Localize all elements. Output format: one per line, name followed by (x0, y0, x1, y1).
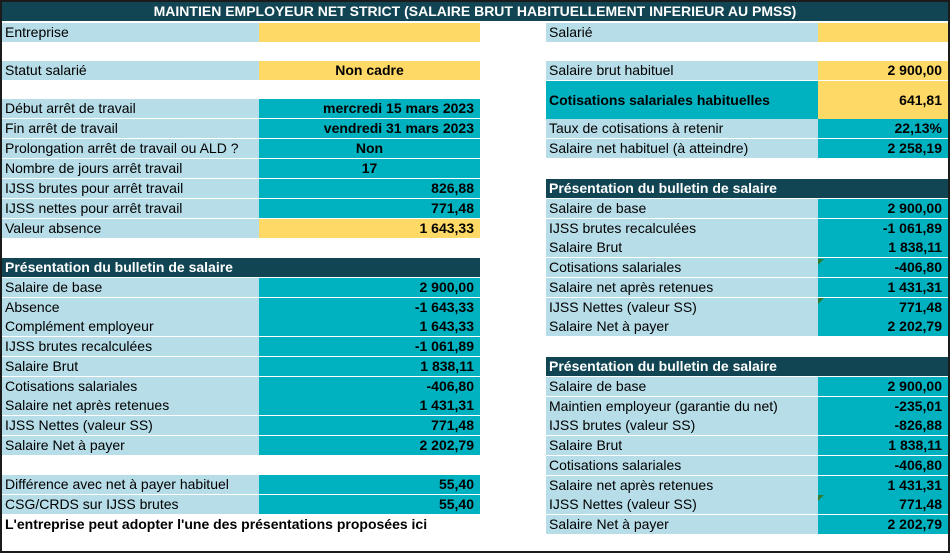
ijss-brutes-label: IJSS brutes pour arrêt travail (2, 179, 259, 198)
valeur-absence-value-cell[interactable]: 1 643,33 (259, 219, 480, 238)
table-row-label: Salaire Brut (2, 356, 259, 376)
table-row-value[interactable]: 1 431,31 (818, 475, 948, 495)
table-row-label: Cotisations salariales (546, 455, 818, 475)
prolongation-value-cell[interactable]: Non (259, 139, 480, 158)
statut-label: Statut salarié (2, 61, 259, 80)
brut-habituel-label: Salaire brut habituel (546, 61, 818, 80)
nb-jours-value-cell[interactable]: 17 (259, 159, 480, 178)
taux-label: Taux de cotisations à retenir (546, 119, 818, 138)
entreprise-input-cell[interactable] (259, 23, 480, 42)
ijss-nettes-value-cell[interactable]: 771,48 (259, 199, 480, 218)
table-row-label: Salaire net après retenues (546, 475, 818, 495)
table-row-value[interactable]: -235,01 (818, 396, 948, 416)
table-row-label: IJSS Nettes (valeur SS) (546, 495, 818, 515)
table-row-value[interactable]: -406,80 (259, 376, 480, 396)
table-row-value[interactable]: 2 202,79 (259, 435, 480, 455)
table-row-value[interactable]: 2 202,79 (818, 514, 948, 534)
nb-jours-label: Nombre de jours arrêt travail (2, 159, 259, 178)
ijss-nettes-label: IJSS nettes pour arrêt travail (2, 199, 259, 218)
table-row-label: Maintien employeur (garantie du net) (546, 396, 818, 416)
right-bulletin2-header: Présentation du bulletin de salaire (546, 357, 948, 376)
left-bulletin-header: Présentation du bulletin de salaire (2, 258, 480, 277)
comment-marker-icon (818, 259, 824, 265)
taux-value-cell[interactable]: 22,13% (818, 119, 948, 138)
table-row-label: Salaire Net à payer (546, 317, 818, 337)
table-row-label: IJSS brutes recalculées (2, 337, 259, 357)
table-row-label: IJSS brutes recalculées (546, 218, 818, 238)
table-row-label: IJSS Nettes (valeur SS) (2, 415, 259, 435)
salarie-input-cell[interactable] (818, 23, 948, 42)
table-row-label: Complément employeur (2, 317, 259, 337)
table-row-value[interactable]: -1 061,89 (259, 337, 480, 357)
table-row-value[interactable]: 771,48 (259, 415, 480, 435)
table-row-label: Absence (2, 297, 259, 317)
table-row-value[interactable]: 2 900,00 (818, 377, 948, 396)
fin-label: Fin arrêt de travail (2, 119, 259, 138)
table-row-value[interactable]: 2 900,00 (818, 199, 948, 218)
salarie-label: Salarié (546, 23, 818, 42)
prolongation-label: Prolongation arrêt de travail ou ALD ? (2, 139, 259, 158)
table-row-value[interactable]: 1 838,11 (818, 238, 948, 258)
table-row-value[interactable]: 1 838,11 (259, 356, 480, 376)
table-row-label: Salaire Net à payer (2, 435, 259, 455)
csg-label: CSG/CRDS sur IJSS brutes (2, 495, 259, 514)
table-row-label: IJSS Nettes (valeur SS) (546, 297, 818, 317)
table-row-label: Cotisations salariales (546, 258, 818, 278)
difference-label: Différence avec net à payer habituel (2, 475, 259, 494)
cotis-hab-value-cell[interactable]: 641,81 (818, 81, 948, 119)
table-row-value[interactable]: 2 202,79 (818, 317, 948, 337)
table-row-value[interactable]: 2 900,00 (259, 278, 480, 297)
fin-value-cell[interactable]: vendredi 31 mars 2023 (259, 119, 480, 138)
table-row-value[interactable]: 1 643,33 (259, 317, 480, 337)
table-row-value[interactable]: -406,80 (818, 455, 948, 475)
debut-label: Début arrêt de travail (2, 99, 259, 118)
footnote: L'entreprise peut adopter l'une des prés… (5, 516, 428, 532)
table-row-label: Salaire de base (546, 199, 818, 218)
entreprise-label: Entreprise (2, 23, 259, 42)
table-row-label: Salaire Net à payer (546, 514, 818, 534)
cotis-hab-label: Cotisations salariales habituelles (546, 81, 818, 119)
debut-value-cell[interactable]: mercredi 15 mars 2023 (259, 99, 480, 118)
statut-value-cell[interactable]: Non cadre (259, 61, 480, 80)
table-row-value[interactable]: 1 431,31 (259, 396, 480, 416)
table-row-label: Cotisations salariales (2, 376, 259, 396)
right-bulletin1-header: Présentation du bulletin de salaire (546, 179, 948, 198)
table-row-value[interactable]: 771,48 (818, 297, 948, 317)
table-row-label: IJSS brutes (valeur SS) (546, 416, 818, 436)
table-row-label: Salaire net après retenues (546, 277, 818, 297)
net-hab-value-cell[interactable]: 2 258,19 (818, 139, 948, 158)
table-row-label: Salaire de base (2, 278, 259, 297)
table-row-value[interactable]: -1 061,89 (818, 218, 948, 238)
table-row-label: Salaire net après retenues (2, 396, 259, 416)
table-row-label: Salaire Brut (546, 238, 818, 258)
table-row-value[interactable]: -1 643,33 (259, 297, 480, 317)
table-row-label: Salaire de base (546, 377, 818, 396)
difference-value-cell[interactable]: 55,40 (259, 475, 480, 494)
table-row-value[interactable]: 771,48 (818, 495, 948, 515)
table-row-value[interactable]: -406,80 (818, 258, 948, 278)
table-row-label: Salaire Brut (546, 436, 818, 456)
valeur-absence-label: Valeur absence (2, 219, 259, 238)
table-row-value[interactable]: -826,88 (818, 416, 948, 436)
net-hab-label: Salaire net habituel (à atteindre) (546, 139, 818, 158)
table-row-value[interactable]: 1 838,11 (818, 436, 948, 456)
comment-marker-icon (818, 298, 824, 304)
ijss-brutes-value-cell[interactable]: 826,88 (259, 179, 480, 198)
sheet-title: MAINTIEN EMPLOYEUR NET STRICT (SALAIRE B… (2, 2, 948, 21)
csg-value-cell[interactable]: 55,40 (259, 495, 480, 514)
comment-marker-icon (818, 495, 824, 501)
brut-habituel-value-cell[interactable]: 2 900,00 (818, 61, 948, 80)
table-row-value[interactable]: 1 431,31 (818, 277, 948, 297)
